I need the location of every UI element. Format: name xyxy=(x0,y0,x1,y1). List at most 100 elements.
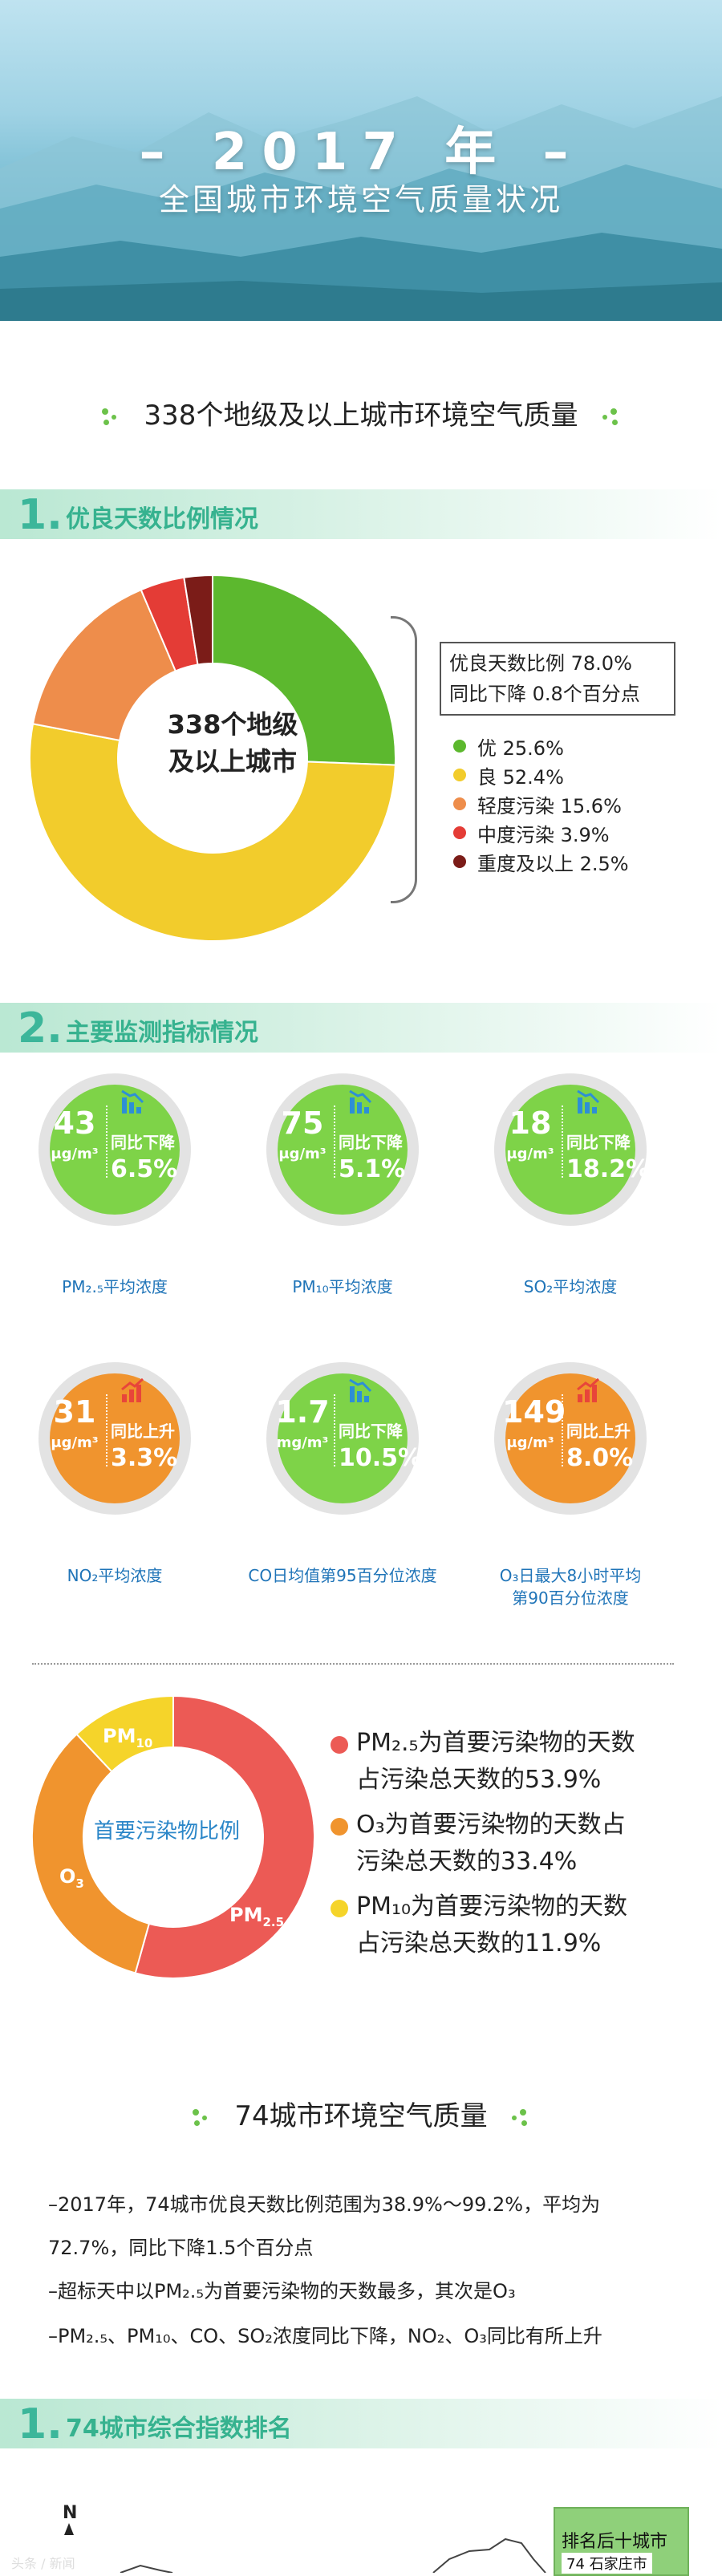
part1-title: 优良天数比例情况 xyxy=(66,505,258,533)
indicator-label-line1: O₃日最大8小时平均 xyxy=(499,1566,642,1585)
indicator-unit: μg/m³ xyxy=(278,1146,327,1162)
legend-dot-icon xyxy=(453,826,466,839)
pollutant-legend-pm25: PM₂.₅为首要污染物的天数 占污染总天数的53.9% xyxy=(331,1725,667,1799)
indicator-percent: 8.0% xyxy=(566,1444,634,1472)
chart-down-icon xyxy=(121,1089,144,1114)
bottom-ten-item: 74 石家庄市 xyxy=(562,2553,652,2574)
chart-down-icon xyxy=(577,1089,600,1114)
part2-title: 主要监测指标情况 xyxy=(66,1019,258,1047)
legend-label: 中度污染 3.9% xyxy=(477,823,610,846)
pollutant-slice-O3 xyxy=(31,1733,151,1974)
donut-center-label: 338个地级 及以上城市 xyxy=(136,706,329,780)
dotted-divider xyxy=(32,1663,674,1665)
label-pm25: PM2.5 xyxy=(229,1904,285,1929)
legend-dot-icon xyxy=(331,1736,348,1754)
indicator-circle: 1.7 mg/m³ 同比下降 10.5% xyxy=(266,1362,423,1515)
section-title-text: 338个地级及以上城市环境空气质量 xyxy=(144,400,578,432)
primary-pollutant-donut-chart xyxy=(31,1694,315,1979)
indicator-direction: 同比下降 xyxy=(111,1133,175,1152)
label-o3: O3 xyxy=(59,1865,84,1891)
indicator-label-line2: 第90百分位浓度 xyxy=(512,1588,629,1608)
pollutant-slice-PM10 xyxy=(75,1694,174,1773)
indicator-value: 43 xyxy=(53,1105,96,1141)
part1-header: 1. 优良天数比例情况 xyxy=(0,489,722,539)
air-quality-slice-良 xyxy=(29,723,396,942)
pollutant-slice-PM2.5 xyxy=(134,1694,315,1979)
donut-legend: 优 25.6% 良 52.4% 轻度污染 15.6% 中度污染 3.9% 重度及以上 2… xyxy=(453,732,629,876)
north-arrow-label: N xyxy=(63,2503,78,2523)
chart-up-icon xyxy=(121,1377,144,1402)
donut-center-line2: 及以上城市 xyxy=(168,746,297,777)
mountain-landscape xyxy=(0,96,722,321)
indicator-direction: 同比上升 xyxy=(111,1422,175,1441)
section-title-74: 74城市环境空气质量 xyxy=(0,2094,722,2133)
indicator-direction: 同比上升 xyxy=(566,1422,631,1441)
indicator-circle: 43 μg/m³ 同比下降 6.5% xyxy=(39,1073,191,1226)
summary-line1: –2017年，74城市优良天数比例范围为38.9%～99.2%，平均为 xyxy=(48,2193,601,2216)
legend-dot-icon xyxy=(453,769,466,781)
legend-dot-icon xyxy=(453,855,466,868)
air-quality-slice-重度及以上 xyxy=(183,574,213,666)
hero-title: 全国城市环境空气质量状况 xyxy=(158,182,563,217)
indicator-value: 75 xyxy=(281,1105,324,1141)
indicator-circle: 18 μg/m³ 同比下降 18.2% xyxy=(494,1073,651,1226)
indicator-unit: μg/m³ xyxy=(51,1434,99,1451)
air-quality-donut-chart xyxy=(29,574,396,942)
indicator-unit: mg/m³ xyxy=(276,1434,329,1451)
air-quality-slice-轻度污染 xyxy=(31,588,177,742)
legend-o3-line2: 污染总天数的33.4% xyxy=(356,1848,578,1876)
indicator-unit: μg/m³ xyxy=(51,1146,99,1162)
pollutant-legend-o3: O₃为首要污染物的天数占 污染总天数的33.4% xyxy=(331,1807,667,1880)
indicator-unit: μg/m³ xyxy=(506,1434,554,1451)
part3-number: 1. xyxy=(18,2400,63,2448)
indicator-unit: μg/m³ xyxy=(506,1146,554,1162)
indicator-percent: 10.5% xyxy=(339,1444,423,1472)
indicator-label: CO日均值第95百分位浓度 xyxy=(248,1566,437,1585)
indicator-direction: 同比下降 xyxy=(339,1422,403,1441)
indicator-direction: 同比下降 xyxy=(339,1133,403,1152)
indicator-label: PM₂.₅平均浓度 xyxy=(62,1277,168,1296)
ratio-line2: 同比下降 0.8个百分点 xyxy=(449,683,640,705)
hero-year: – 2017 年 – xyxy=(139,123,583,182)
indicator-circle: 75 μg/m³ 同比下降 5.1% xyxy=(266,1073,419,1226)
indicator-percent: 5.1% xyxy=(339,1155,406,1183)
good-days-ratio-box: 优良天数比例 78.0% 同比下降 0.8个百分点 xyxy=(440,642,675,716)
watermark: 头条 / 新闻 xyxy=(11,2556,75,2571)
legend-label: 重度及以上 2.5% xyxy=(477,852,629,875)
section2-title-text: 74城市环境空气质量 xyxy=(234,2100,488,2132)
part2-number: 2. xyxy=(18,1004,63,1053)
legend-item: 优 25.6% xyxy=(453,732,629,761)
header-banner: – 2017 年 – 全国城市环境空气质量状况 xyxy=(0,0,722,321)
indicator-percent: 18.2% xyxy=(566,1155,651,1183)
legend-label: 优 25.6% xyxy=(477,736,564,760)
donut-center-line1: 338个地级 xyxy=(167,709,298,740)
legend-item: 重度及以上 2.5% xyxy=(453,847,629,876)
indicator-label: PM₁₀平均浓度 xyxy=(292,1277,393,1296)
bracket-divider xyxy=(391,616,417,903)
indicator-circle: 149 μg/m³ 同比上升 8.0% xyxy=(494,1362,647,1515)
legend-pm25-line1: PM₂.₅为首要污染物的天数 xyxy=(356,1729,635,1757)
chart-down-icon xyxy=(349,1378,372,1402)
dots-icon xyxy=(100,407,124,428)
indicator-label: SO₂平均浓度 xyxy=(523,1277,618,1296)
legend-item: 轻度污染 15.6% xyxy=(453,789,629,818)
legend-dot-icon xyxy=(453,797,466,810)
legend-dot-icon xyxy=(331,1900,348,1917)
legend-pm10-line1: PM₁₀为首要污染物的天数 xyxy=(356,1892,628,1921)
bottom-ten-title: 排名后十城市 xyxy=(562,2532,668,2552)
air-quality-slice-优 xyxy=(212,574,396,766)
donut2-center-label: 首要污染物比例 xyxy=(93,1819,240,1844)
summary-line3: –超标天中以PM₂.₅为首要污染物的天数最多，其次是O₃ xyxy=(48,2280,516,2302)
section-title-338: 338个地级及以上城市环境空气质量 xyxy=(0,393,722,432)
legend-label: 轻度污染 15.6% xyxy=(477,794,622,817)
chart-up-icon xyxy=(577,1377,600,1402)
legend-label: 良 52.4% xyxy=(477,765,564,789)
indicator-label: NO₂平均浓度 xyxy=(67,1566,163,1585)
part3-header: 1. 74城市综合指数排名 xyxy=(0,2399,722,2448)
summary-line2: 72.7%，同比下降1.5个百分点 xyxy=(48,2237,314,2259)
part2-header: 2. 主要监测指标情况 xyxy=(0,1003,722,1053)
ratio-line1: 优良天数比例 78.0% xyxy=(449,652,632,675)
part1-number: 1. xyxy=(18,491,63,539)
chart-down-icon xyxy=(349,1089,372,1114)
legend-o3-line1: O₃为首要污染物的天数占 xyxy=(356,1811,626,1839)
